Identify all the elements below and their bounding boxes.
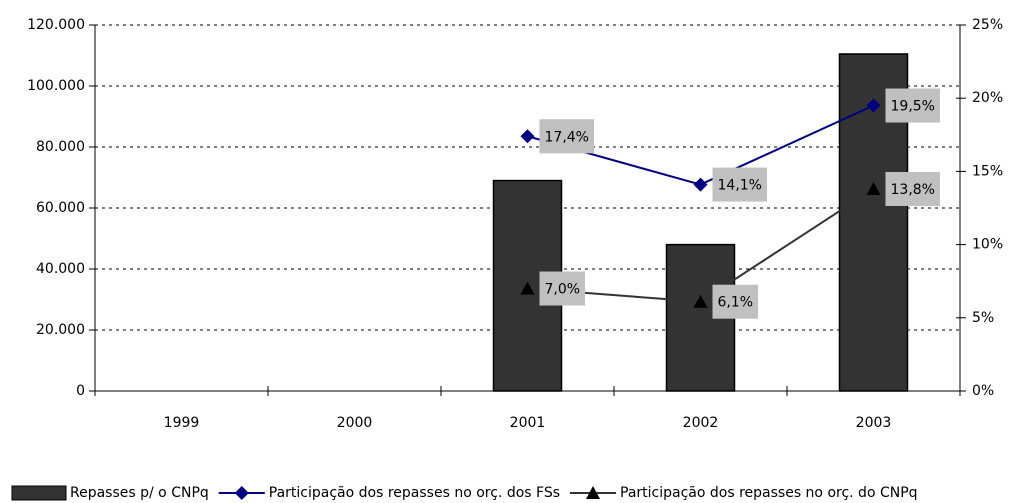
marker [866, 181, 881, 195]
y2-tick-label: 20% [972, 90, 1003, 106]
x-tick-label: 2002 [683, 415, 719, 431]
y2-tick-label: 5% [972, 310, 994, 326]
marker [693, 177, 708, 192]
y-tick-label: 60.000 [36, 200, 85, 216]
y-tick-label: 80.000 [36, 139, 85, 155]
y-tick-label: 120.000 [27, 17, 85, 33]
data-label: 7,0% [545, 282, 581, 298]
marker [693, 294, 708, 308]
data-label: 14,1% [718, 178, 762, 194]
label-box [885, 88, 940, 123]
x-tick-label: 2003 [856, 415, 892, 431]
legend-marker [234, 486, 249, 500]
label-box [712, 167, 767, 202]
legend-marker [586, 486, 601, 499]
y-tick-label: 40.000 [36, 261, 85, 277]
legend-label: Participação dos repasses no orç. dos FS… [269, 485, 560, 501]
data-label: 6,1% [718, 295, 754, 311]
x-tick-label: 2001 [510, 415, 546, 431]
marker [520, 281, 535, 295]
legend-label: Repasses p/ o CNPq [70, 485, 209, 501]
legend-swatch [11, 485, 67, 501]
x-tick-label: 1999 [164, 415, 200, 431]
y2-tick-label: 0% [972, 383, 994, 399]
data-label: 19,5% [891, 99, 935, 115]
label-box [885, 171, 940, 206]
y-tick-label: 20.000 [36, 322, 85, 338]
marker [866, 98, 881, 113]
label-box [539, 119, 594, 154]
label-box [712, 284, 759, 319]
data-label: 13,8% [891, 182, 935, 198]
legend-label: Participação dos repasses no orç. do CNP… [620, 485, 918, 501]
data-label: 17,4% [545, 129, 589, 145]
y-tick-label: 100.000 [27, 78, 85, 94]
y2-tick-label: 15% [972, 163, 1003, 179]
y2-tick-label: 25% [972, 17, 1003, 33]
label-box [539, 271, 586, 306]
marker [520, 129, 535, 144]
y2-tick-label: 10% [972, 237, 1003, 253]
y-tick-label: 0 [76, 383, 85, 399]
x-tick-label: 2000 [337, 415, 373, 431]
